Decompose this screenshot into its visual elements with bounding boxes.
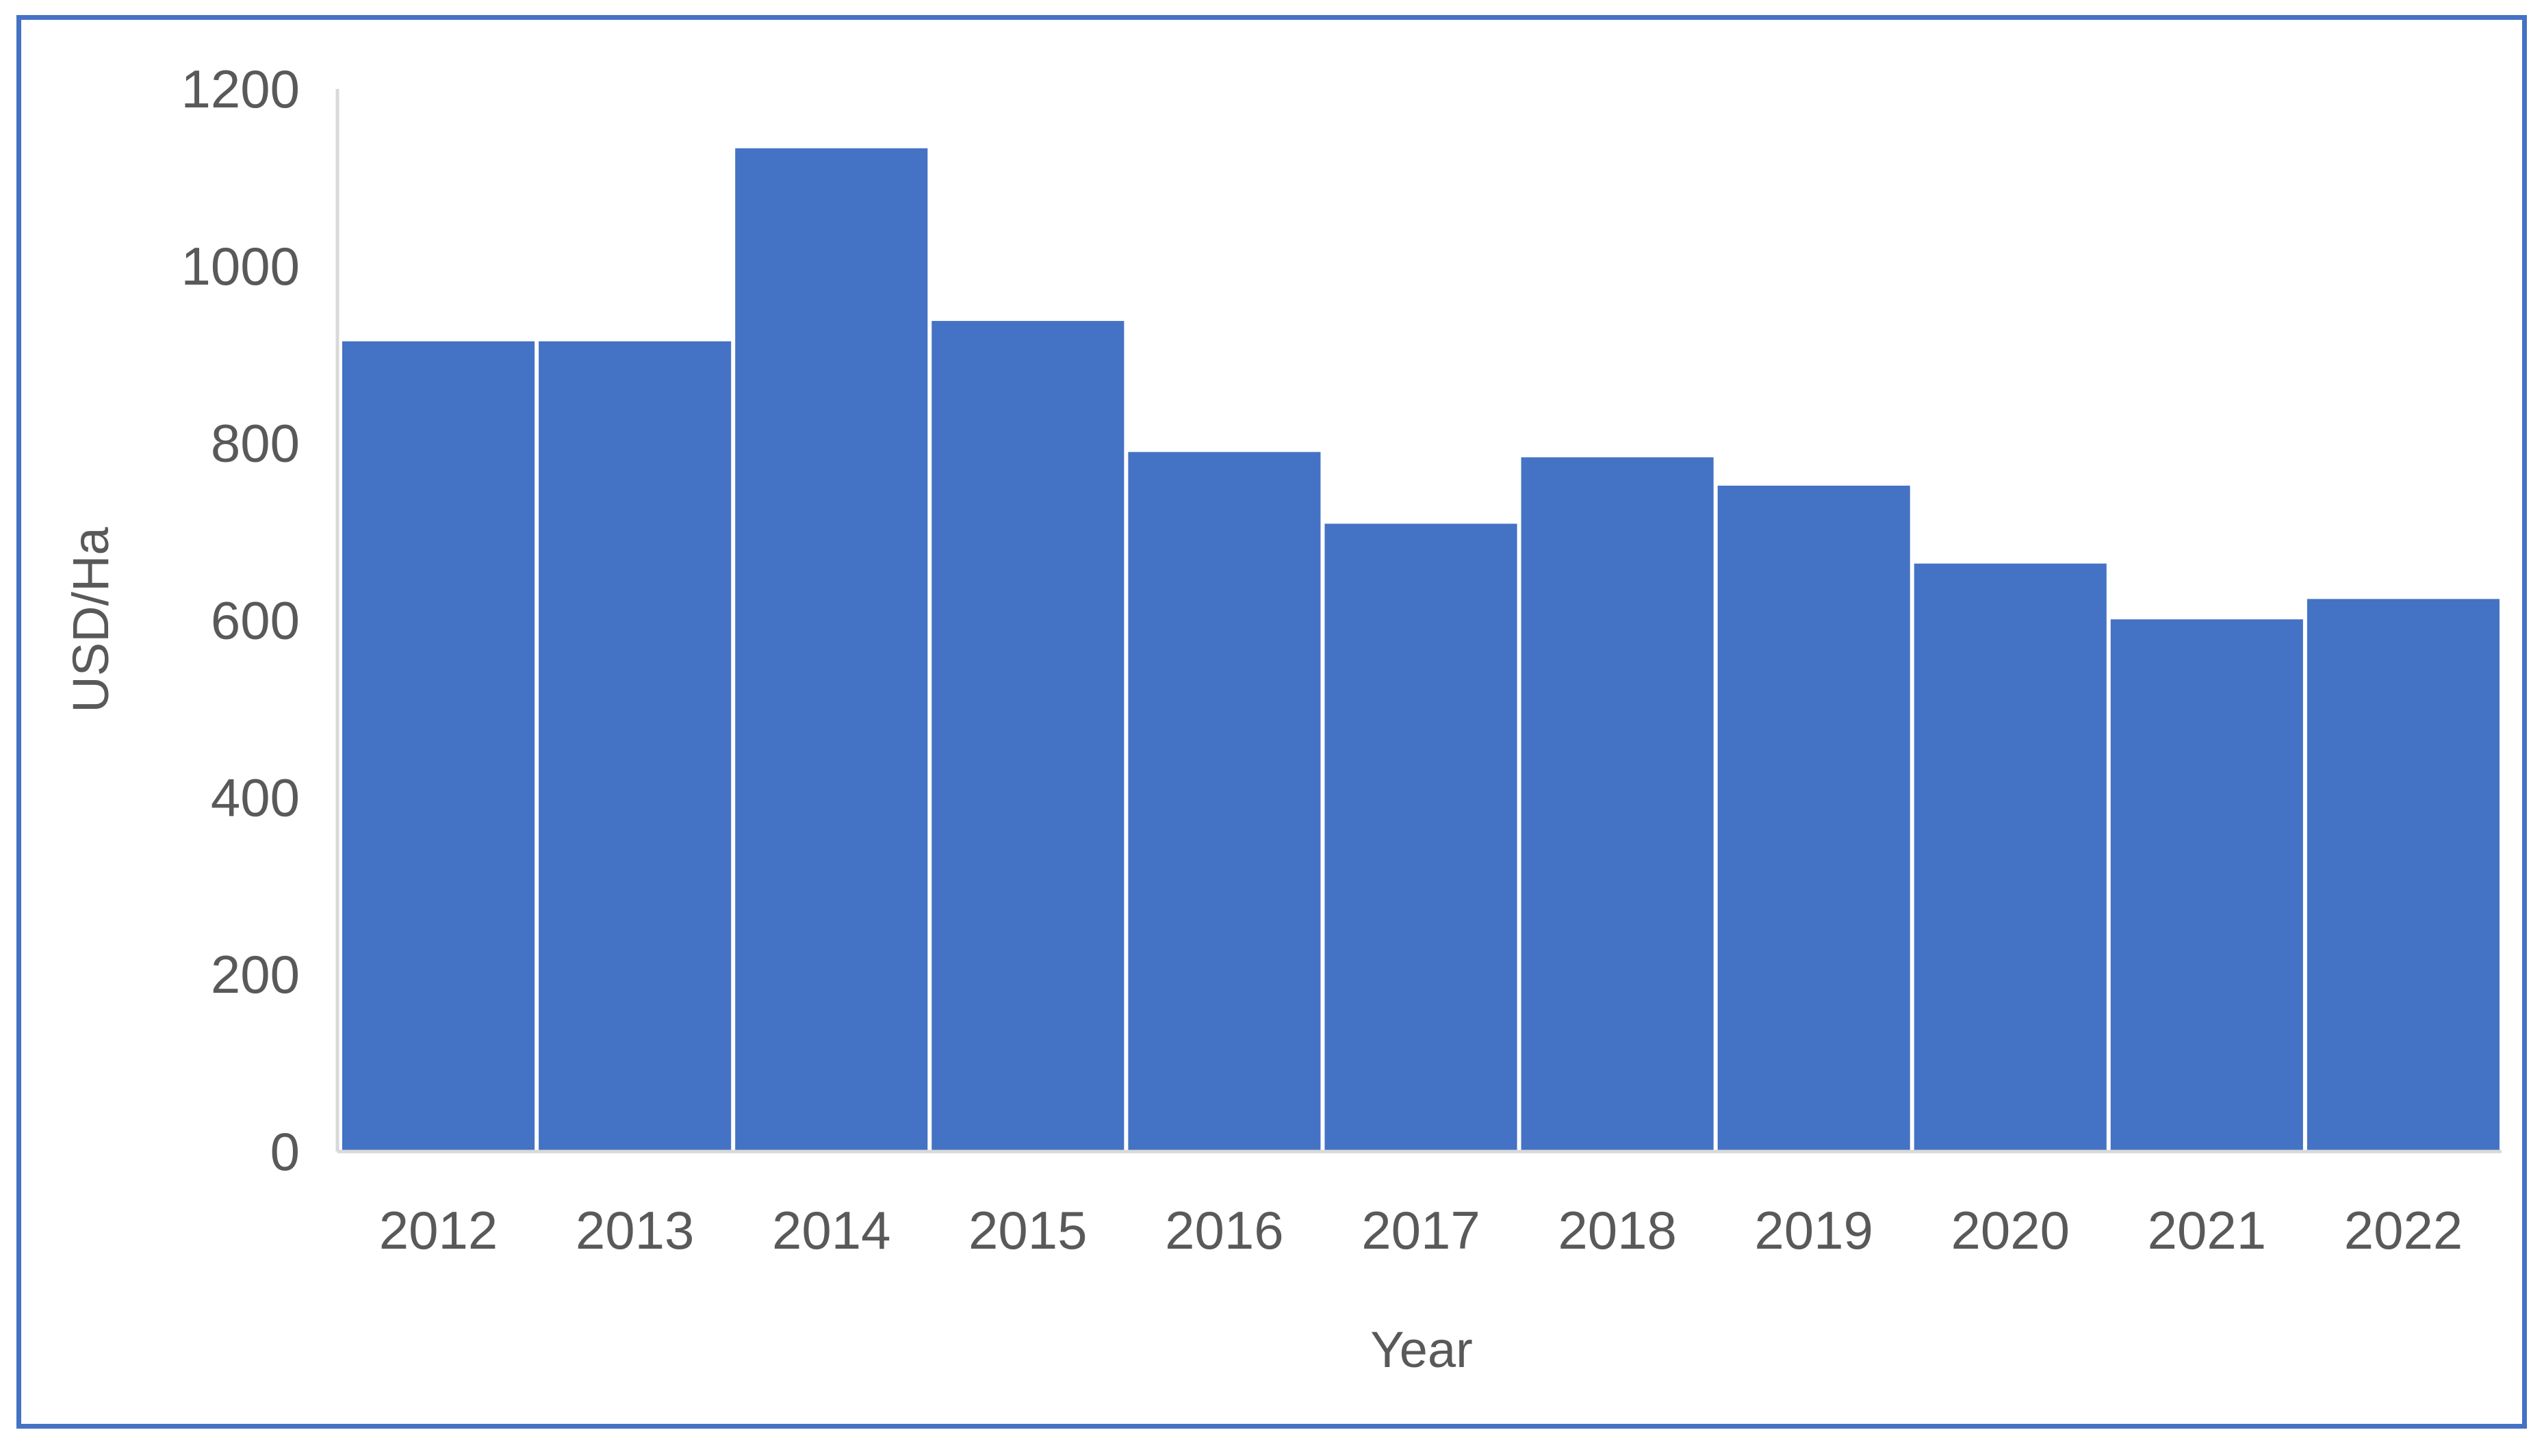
bar-2019 [1717, 485, 1910, 1152]
y-tick-label: 1200 [181, 59, 300, 119]
y-tick-label: 0 [270, 1121, 300, 1182]
bar-2020 [1914, 563, 2107, 1152]
x-tick-label: 2016 [1165, 1200, 1284, 1260]
x-tick-label: 2019 [1754, 1200, 1873, 1260]
bar-2021 [2110, 619, 2303, 1152]
x-tick-label: 2018 [1558, 1200, 1677, 1260]
x-tick-labels: 2012 2013 2014 2015 2016 2017 2018 2019 2020 2021… [379, 1200, 2463, 1260]
x-tick-label: 2022 [2344, 1200, 2463, 1260]
x-tick-label: 2017 [1361, 1200, 1480, 1260]
x-tick-label: 2013 [576, 1200, 695, 1260]
bar-2012 [342, 341, 535, 1152]
bar-2015 [931, 321, 1125, 1152]
bar-2017 [1324, 523, 1517, 1152]
y-tick-label: 1000 [181, 236, 300, 296]
y-tick-labels: 0 200 400 600 800 1000 1200 [181, 59, 300, 1182]
bar-2022 [2307, 599, 2500, 1152]
bar-2018 [1521, 457, 1714, 1152]
bar-group [342, 148, 2500, 1152]
y-tick-label: 400 [211, 767, 300, 827]
bar-2016 [1128, 452, 1321, 1152]
x-tick-label: 2014 [772, 1200, 891, 1260]
x-tick-label: 2012 [379, 1200, 498, 1260]
x-tick-label: 2020 [1951, 1200, 2070, 1260]
x-axis-title: Year [1370, 1321, 1473, 1378]
y-tick-label: 600 [211, 590, 300, 651]
bar-2013 [539, 341, 732, 1152]
y-tick-label: 200 [211, 944, 300, 1004]
x-tick-label: 2021 [2148, 1200, 2267, 1260]
y-tick-label: 800 [211, 413, 300, 473]
y-axis-title: USD/Ha [62, 526, 119, 712]
bar-2014 [735, 148, 928, 1152]
x-tick-label: 2015 [968, 1200, 1088, 1260]
